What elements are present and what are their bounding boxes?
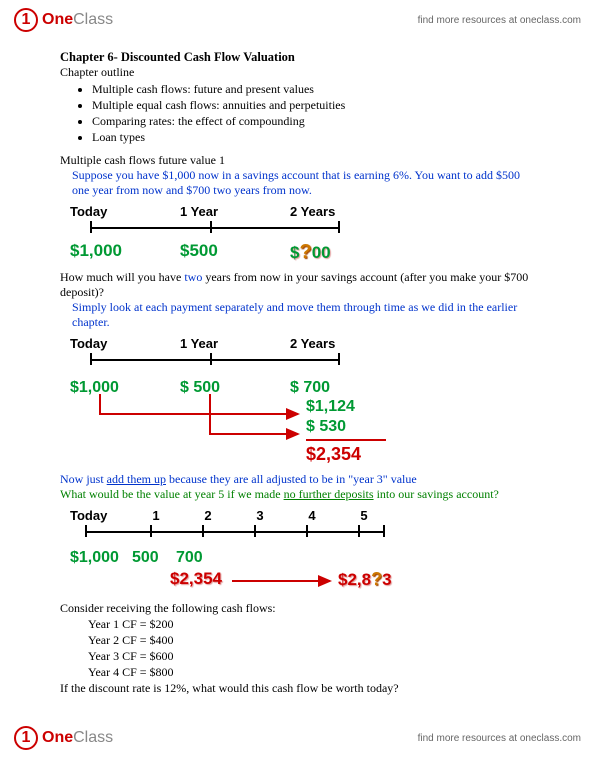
timeline-5yr: Today 1 2 3 4 5 $1,000 500 700 [70, 508, 535, 595]
sum-post: because they are all adjusted to be in "… [166, 472, 417, 486]
cf-row: Year 3 CF = $600 [88, 649, 535, 664]
q-pre: How much will you have [60, 270, 184, 284]
tl2-val: $ 500 [180, 379, 290, 397]
footer-logo: 1 OneClass [14, 726, 113, 750]
chapter-title: Chapter 6- Discounted Cash Flow Valuatio… [60, 50, 535, 65]
logo-class: Class [73, 11, 113, 28]
outline-list: Multiple cash flows: future and present … [92, 82, 535, 145]
tl5-label: 3 [234, 508, 286, 523]
q5-u: no further deposits [284, 487, 374, 501]
tl2-label: 1 Year [180, 336, 290, 351]
arrow-y2-y5 [230, 573, 340, 593]
tl5-label: Today [70, 508, 130, 523]
tl5-y2: $2,354 [170, 569, 222, 589]
header: 1 OneClass find more resources at onecla… [0, 0, 595, 40]
page-content: Chapter 6- Discounted Cash Flow Valuatio… [0, 40, 595, 696]
tl1-label: Today [70, 204, 180, 219]
outline-item: Multiple cash flows: future and present … [92, 82, 535, 97]
sum-u: add them up [107, 472, 166, 486]
tl1-label: 1 Year [180, 204, 290, 219]
mfv1-question: How much will you have two years from no… [60, 270, 535, 300]
tl2-label: Today [70, 336, 180, 351]
footer-link[interactable]: find more resources at oneclass.com [418, 733, 581, 744]
moved-1000: $1,124 [306, 397, 535, 417]
q5-post: into our savings account? [374, 487, 499, 501]
logo: 1 OneClass [14, 8, 113, 32]
tl1-val: $1,000 [70, 241, 180, 264]
q5: What would be the value at year 5 if we … [60, 487, 535, 502]
tl1-val-q: $?00 [290, 241, 400, 264]
timeline-2: Today 1 Year 2 Years $1,000 $ 500 $ 700 … [70, 336, 535, 466]
outline-item: Multiple equal cash flows: annuities and… [92, 98, 535, 113]
tl5-label: 5 [338, 508, 390, 523]
tl5-label: 1 [130, 508, 182, 523]
calc-total: $2,354 [306, 443, 535, 466]
tl5-label: 2 [182, 508, 234, 523]
mfv1-instr: Simply look at each payment separately a… [72, 300, 535, 330]
logo-icon: 1 [14, 8, 38, 32]
mfv1-section: Multiple cash flows future value 1 Suppo… [60, 153, 535, 696]
cf-row: Year 1 CF = $200 [88, 617, 535, 632]
cf-question: If the discount rate is 12%, what would … [60, 681, 535, 696]
timeline-1: Today 1 Year 2 Years $1,000 $500 $?00 [70, 204, 535, 264]
cf-intro: Consider receiving the following cash fl… [60, 601, 535, 616]
sum-note: Now just add them up because they are al… [60, 472, 535, 487]
logo-class: Class [73, 729, 113, 746]
logo-text: OneClass [42, 11, 113, 29]
footer: 1 OneClass find more resources at onecla… [0, 718, 595, 770]
logo-icon: 1 [14, 726, 38, 750]
cf-row: Year 2 CF = $400 [88, 633, 535, 648]
tl1-val: $500 [180, 241, 290, 264]
moved-500: $ 530 [306, 417, 535, 437]
logo-one: One [42, 11, 73, 28]
tl1-label: 2 Years [290, 204, 400, 219]
outline-item: Loan types [92, 130, 535, 145]
logo-text: OneClass [42, 729, 113, 747]
header-link[interactable]: find more resources at oneclass.com [418, 15, 581, 26]
q-two: two [184, 270, 202, 284]
tl2-val: $1,000 [70, 379, 180, 397]
outline-heading: Chapter outline [60, 65, 535, 80]
tl5-label: 4 [286, 508, 338, 523]
tl2-label: 2 Years [290, 336, 400, 351]
mfv1-setup: Suppose you have $1,000 now in a savings… [72, 168, 535, 198]
tl5-val: 500 [132, 549, 176, 567]
q5-pre: What would be the value at year 5 if we … [60, 487, 284, 501]
cf-row: Year 4 CF = $800 [88, 665, 535, 680]
calc-stack: $1,124 $ 530 $2,354 [306, 397, 535, 466]
cf-list: Year 1 CF = $200 Year 2 CF = $400 Year 3… [88, 617, 535, 680]
outline-item: Comparing rates: the effect of compoundi… [92, 114, 535, 129]
tl5-val: $1,000 [70, 549, 132, 567]
tl5-y5-wrap: $2,8?3 [338, 569, 392, 590]
tl5-val: 700 [176, 549, 228, 567]
sum-pre: Now just [60, 472, 107, 486]
mfv1-heading: Multiple cash flows future value 1 [60, 153, 535, 168]
tl2-val: $ 700 [290, 379, 400, 397]
logo-one: One [42, 729, 73, 746]
